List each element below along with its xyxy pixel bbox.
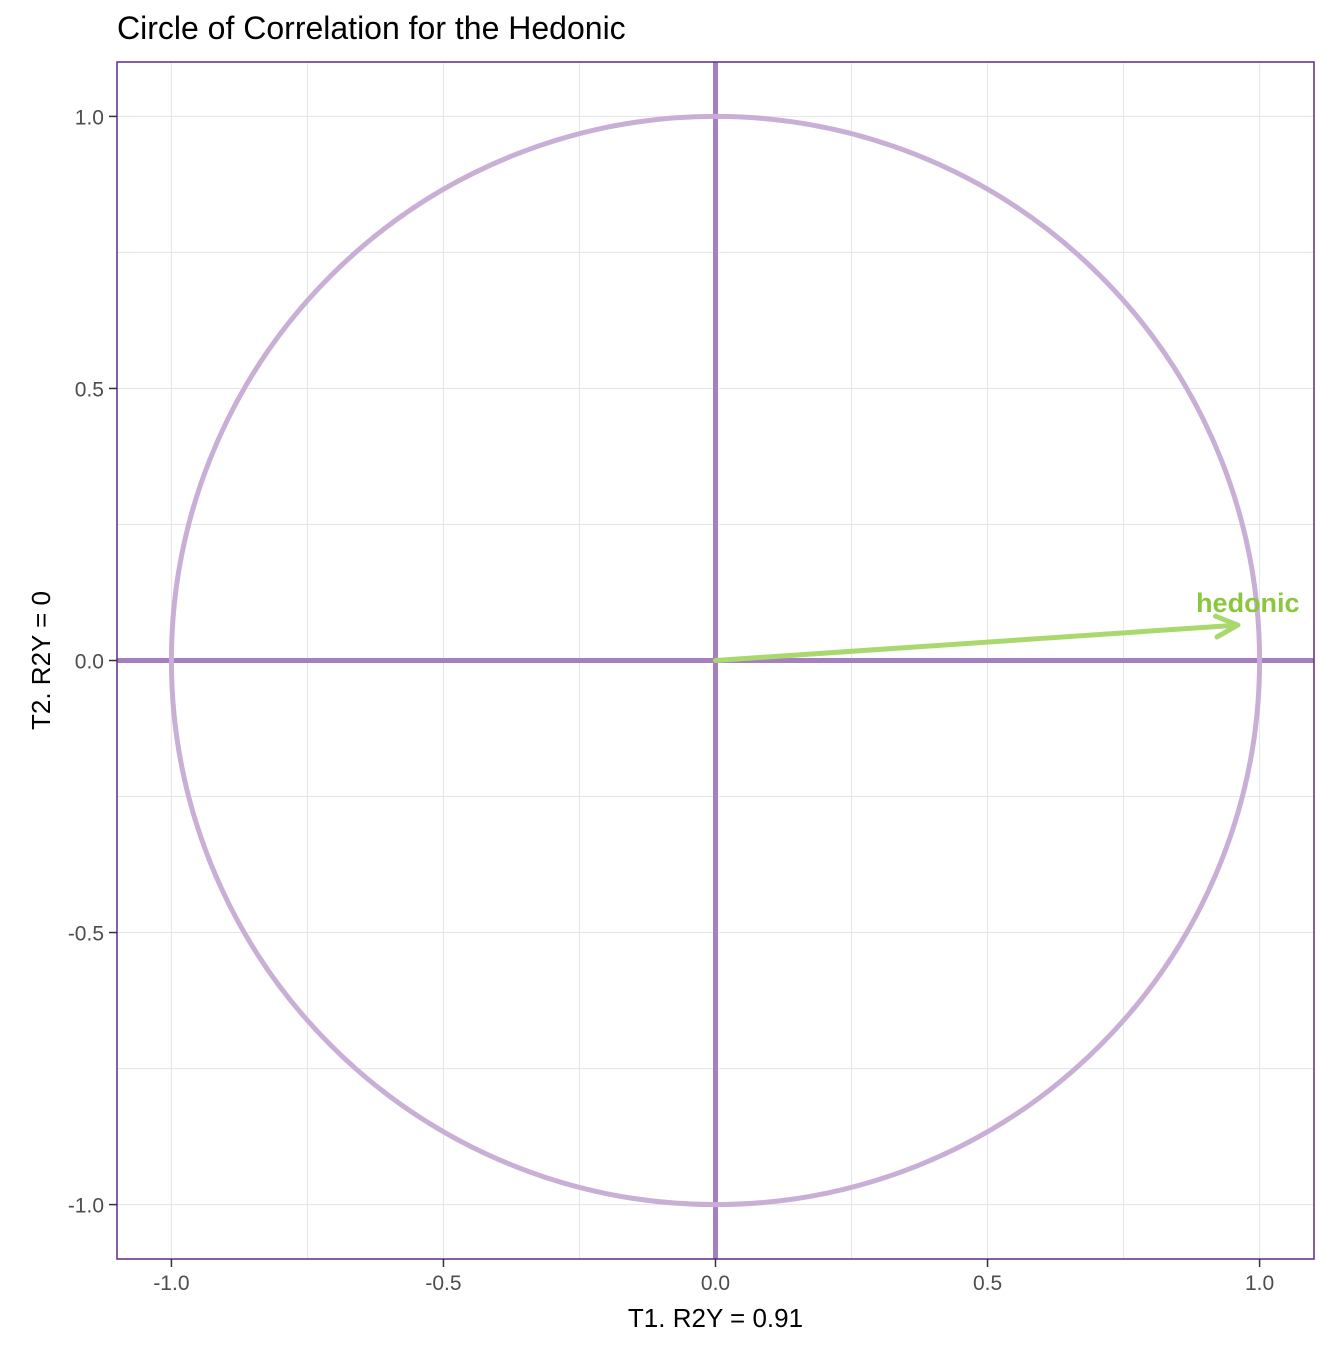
y-tick-label: 0.0 <box>75 651 104 674</box>
y-tick-label: -1.0 <box>68 1195 104 1218</box>
x-tick-label: -1.0 <box>153 1272 189 1295</box>
y-tick-label: 1.0 <box>75 106 104 129</box>
arrow-label-hedonic: hedonic <box>1196 588 1300 618</box>
arrow-hedonic <box>713 622 1241 663</box>
x-tick-label: 0.0 <box>701 1272 730 1295</box>
x-tick-label: 0.5 <box>973 1272 1002 1295</box>
x-tick-label: 1.0 <box>1245 1272 1274 1295</box>
x-axis-label: T1. R2Y = 0.91 <box>628 1303 803 1333</box>
correlation-circle <box>168 113 1263 1208</box>
chart-title: Circle of Correlation for the Hedonic <box>117 10 626 46</box>
y-tick-label: -0.5 <box>68 923 104 946</box>
arrow-head-hedonic <box>1213 613 1241 640</box>
y-axis: -1.0 -0.5 0.0 0.5 1.0 <box>68 106 117 1218</box>
y-tick-label: 0.5 <box>75 378 104 401</box>
y-axis-label: T2. R2Y = 0 <box>26 591 56 730</box>
x-tick-label: -0.5 <box>425 1272 461 1295</box>
x-axis: -1.0 -0.5 0.0 0.5 1.0 <box>153 1259 1274 1295</box>
plot-layer: hedonic <box>117 62 1314 1259</box>
